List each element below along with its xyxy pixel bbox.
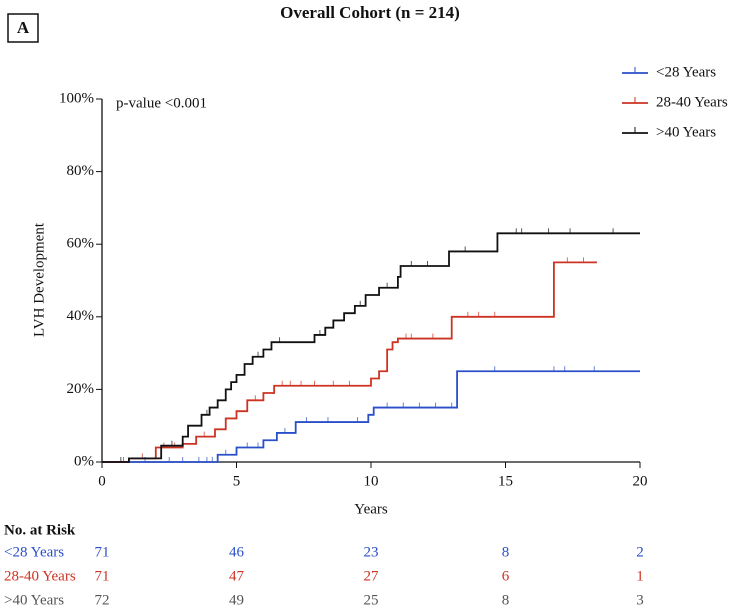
panel-label: A: [17, 18, 30, 37]
annotation: p-value <0.001: [116, 95, 207, 111]
x-tick-label: 0: [98, 473, 106, 489]
risk-row-label: >40 Years: [4, 592, 64, 608]
y-tick-label: 40%: [67, 308, 95, 324]
y-tick-label: 100%: [59, 90, 94, 106]
risk-value: 71: [95, 568, 110, 584]
legend-label: <28 Years: [656, 64, 716, 80]
risk-value: 47: [229, 568, 245, 584]
y-tick-label: 60%: [67, 236, 95, 252]
risk-value: 27: [364, 568, 380, 584]
risk-value: 23: [364, 544, 379, 560]
x-tick-label: 10: [364, 473, 379, 489]
risk-value: 6: [502, 568, 510, 584]
risk-value: 49: [229, 592, 244, 608]
x-axis-label: Years: [354, 501, 388, 517]
risk-value: 3: [636, 592, 644, 608]
risk-value: 8: [502, 544, 510, 560]
km-curve: [102, 232, 640, 463]
risk-table-title: No. at Risk: [4, 522, 76, 538]
risk-value: 72: [95, 592, 110, 608]
y-tick-label: 0%: [74, 453, 94, 469]
x-tick-label: 15: [498, 473, 513, 489]
risk-value: 1: [636, 568, 644, 584]
x-tick-label: 20: [633, 473, 648, 489]
risk-value: 25: [364, 592, 379, 608]
risk-value: 71: [95, 544, 110, 560]
risk-value: 46: [229, 544, 245, 560]
y-tick-label: 20%: [67, 381, 95, 397]
panel-box: [7, 13, 39, 43]
legend-label: 28-40 Years: [656, 94, 728, 110]
risk-row-label: 28-40 Years: [4, 568, 76, 584]
risk-value: 2: [636, 544, 644, 560]
chart-title: Overall Cohort (n = 214): [280, 3, 460, 22]
legend-label: >40 Years: [656, 124, 716, 140]
risk-row-label: <28 Years: [4, 544, 64, 560]
km-curve: [102, 261, 597, 463]
y-axis-label: LVH Development: [31, 222, 47, 337]
risk-value: 8: [502, 592, 510, 608]
y-tick-label: 80%: [67, 163, 95, 179]
x-tick-label: 5: [233, 473, 241, 489]
